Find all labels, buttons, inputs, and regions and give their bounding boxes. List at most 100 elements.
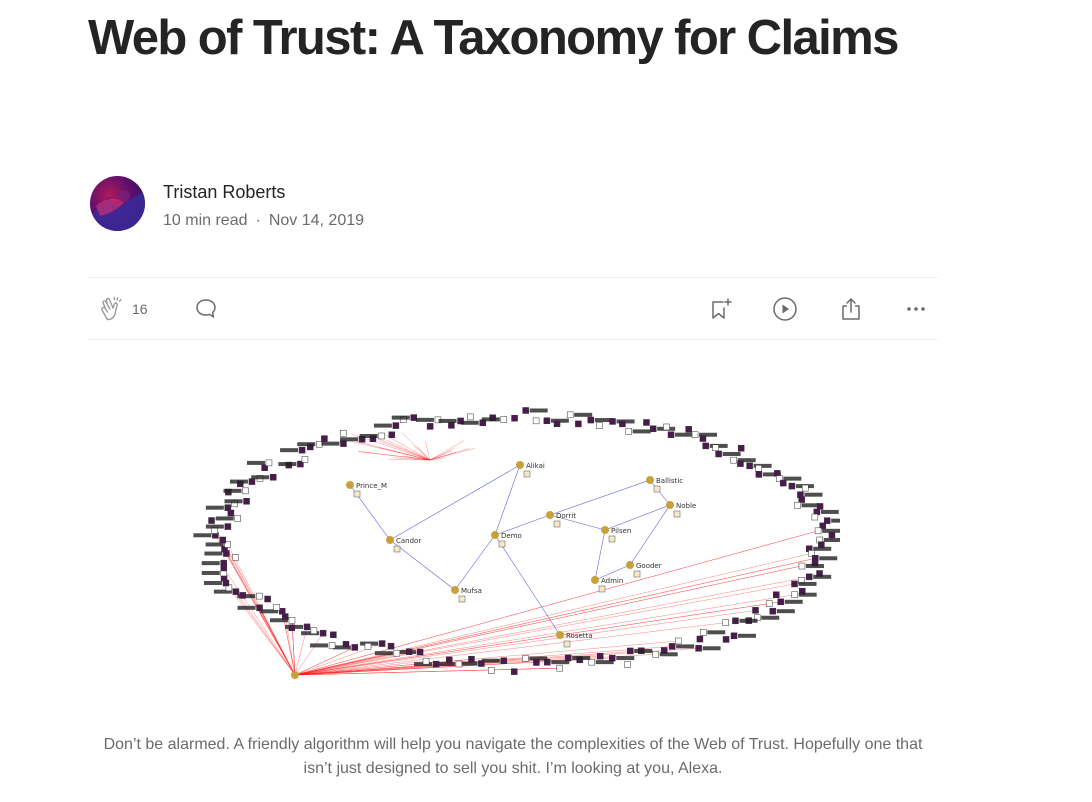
graph-node — [596, 652, 604, 660]
comment-button[interactable] — [193, 278, 219, 339]
graph-node — [298, 446, 306, 454]
graph-edge — [223, 567, 296, 676]
graph-node — [342, 641, 350, 648]
graph-label-scribble — [823, 538, 842, 542]
author-name[interactable]: Tristan Roberts — [163, 182, 286, 202]
graph-label-scribble — [783, 476, 802, 481]
graph-node — [321, 435, 328, 442]
graph-node — [699, 435, 707, 442]
graph-edge — [389, 539, 456, 591]
graph-node — [478, 660, 485, 667]
graph-node — [291, 671, 299, 679]
graph-node — [609, 418, 616, 425]
graph-node — [301, 456, 309, 463]
graph-label-scribble — [529, 408, 548, 413]
graph-node — [730, 632, 738, 640]
graph-label-scribble — [459, 661, 478, 666]
graph-label-scribble — [237, 605, 256, 610]
graph-edge — [294, 594, 795, 676]
clap-button[interactable]: 16 — [98, 278, 148, 339]
graph-node — [303, 623, 311, 631]
graph-node — [220, 559, 227, 567]
graph-edge — [294, 558, 816, 676]
graph-node — [752, 607, 759, 614]
graph-edge — [629, 504, 671, 566]
graph-node — [667, 431, 675, 438]
save-button[interactable] — [708, 278, 734, 339]
graph-node — [773, 591, 780, 598]
graph-node — [522, 655, 529, 662]
trust-network-graph: Candor Mufsa Demo Alikai Dorrit Pilsen Admin Go… — [193, 407, 850, 679]
meta-separator: · — [255, 212, 261, 229]
graph-edge — [294, 583, 795, 676]
graph-node — [500, 657, 508, 664]
graph-node — [340, 430, 347, 437]
graph-node — [649, 425, 657, 433]
graph-node — [455, 660, 463, 668]
graph-node — [746, 462, 753, 470]
graph-node — [256, 604, 263, 612]
graph-node — [451, 586, 459, 594]
graph-node — [224, 504, 232, 511]
graph-node — [805, 573, 813, 581]
graph-node-label: Candor — [396, 537, 421, 545]
author-avatar[interactable] — [90, 176, 145, 231]
action-bar: 16 — [88, 277, 938, 340]
graph-node — [256, 592, 263, 600]
graph-node — [364, 643, 372, 650]
graph-node — [467, 413, 474, 421]
graph-label-scribble — [224, 499, 243, 504]
graph-edge — [294, 647, 355, 676]
graph-edge — [294, 610, 756, 676]
clap-count: 16 — [132, 300, 148, 317]
graph-edge — [429, 448, 475, 461]
graph-node — [779, 479, 787, 487]
graph-node-label: Ballistic — [656, 477, 683, 485]
graph-node — [777, 598, 784, 606]
graph-label-scribble — [193, 533, 212, 538]
graph-edge — [429, 457, 446, 461]
graph-node — [378, 640, 386, 647]
graph-edge — [494, 464, 521, 536]
graph-node — [788, 482, 796, 490]
graph-node — [808, 550, 815, 557]
graph-node — [695, 645, 702, 652]
graph-node — [566, 411, 574, 419]
graph-node-label: Noble — [676, 502, 696, 510]
graph-node-label: Rosetta — [566, 632, 593, 640]
graph-node-box — [353, 490, 361, 498]
graph-node — [646, 476, 654, 484]
graph-label-scribble — [822, 528, 841, 533]
graph-node — [801, 484, 809, 492]
graph-node — [532, 417, 540, 425]
bookmark-add-icon — [712, 297, 732, 319]
graph-label-scribble — [374, 651, 393, 656]
graph-edge — [358, 451, 431, 461]
graph-label-scribble — [205, 505, 224, 510]
graph-label-scribble — [415, 417, 434, 422]
graph-node — [346, 481, 354, 489]
graph-node — [700, 629, 707, 636]
graph-node-box — [653, 485, 661, 493]
graph-label-scribble — [776, 609, 795, 614]
graph-node — [737, 445, 745, 452]
graph-node — [269, 474, 277, 481]
listen-button[interactable] — [771, 278, 799, 339]
graph-label-scribble — [205, 524, 224, 529]
graph-label-scribble — [659, 652, 678, 657]
graph-node — [316, 440, 323, 448]
graph-label-scribble — [436, 661, 455, 666]
share-button[interactable] — [838, 278, 864, 339]
graph-node — [791, 580, 798, 588]
graph-label-scribble — [707, 630, 726, 635]
play-icon — [773, 296, 797, 321]
graph-label-scribble — [820, 509, 839, 514]
more-button[interactable] — [903, 278, 929, 339]
graph-node — [297, 460, 304, 468]
graph-label-scribble — [737, 458, 756, 463]
graph-node — [814, 527, 822, 535]
graph-label-scribble — [297, 442, 316, 447]
graph-node — [737, 460, 744, 467]
graph-label-scribble — [260, 609, 279, 614]
comment-icon — [196, 298, 216, 318]
